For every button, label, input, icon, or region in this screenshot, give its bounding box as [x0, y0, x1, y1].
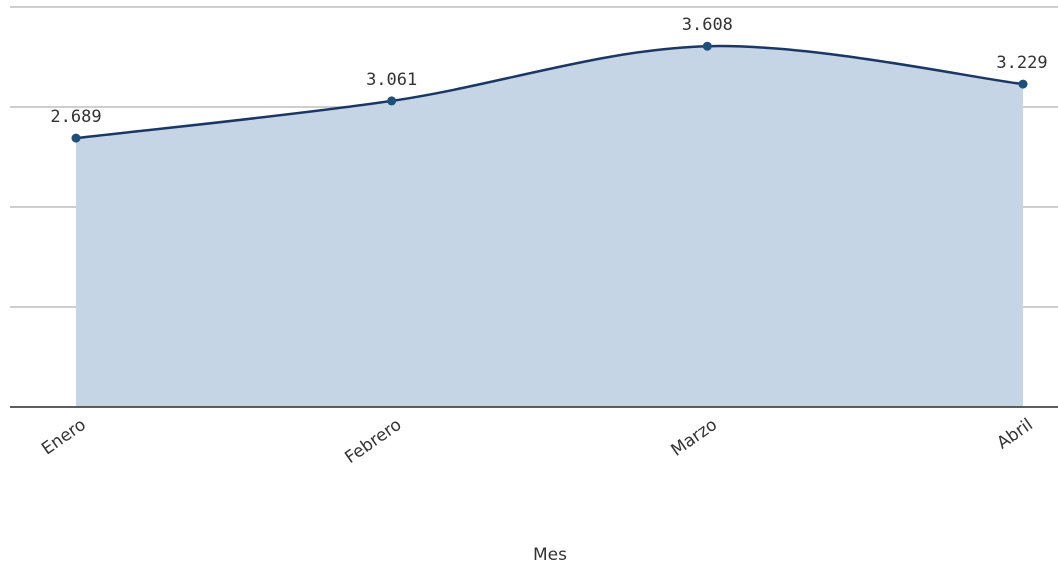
data-point — [702, 41, 712, 51]
x-tick-label: Abril — [993, 415, 1036, 454]
x-tick-label: Enero — [38, 415, 90, 459]
x-tick-label: Marzo — [667, 415, 721, 461]
line — [75, 44, 1024, 140]
data-label: 3.608 — [682, 15, 733, 35]
x-tick: Marzo — [667, 415, 721, 461]
x-tick: Abril — [993, 415, 1036, 454]
x-axis-title: Mes — [533, 545, 567, 565]
data-point — [387, 96, 397, 106]
x-tick-label: Febrero — [341, 415, 405, 468]
data-point — [1018, 79, 1028, 89]
data-label: 3.229 — [996, 53, 1047, 73]
area — [76, 46, 1023, 407]
data-label: 3.061 — [366, 70, 417, 90]
x-tick: Febrero — [341, 415, 405, 468]
x-tick: Enero — [38, 415, 90, 459]
data-label: 2.689 — [50, 107, 101, 127]
data-point — [71, 133, 81, 143]
